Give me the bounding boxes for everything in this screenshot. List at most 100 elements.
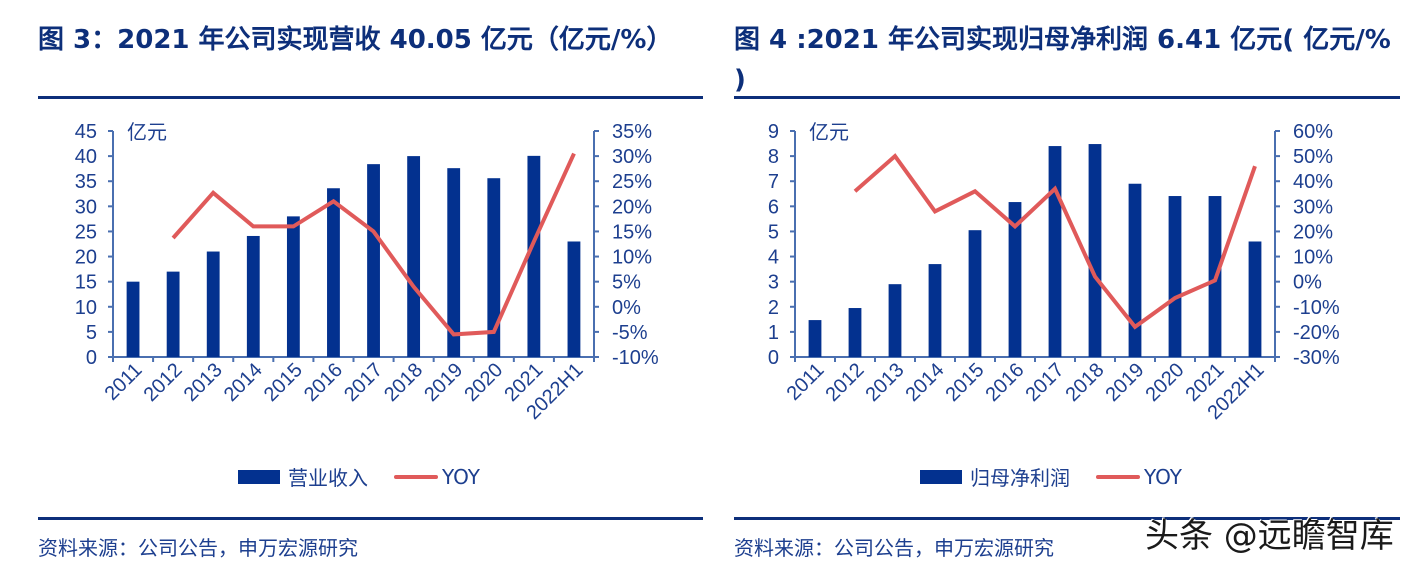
- y2-tick-label: -5%: [612, 322, 648, 344]
- x-tick-label: 2017: [1022, 359, 1069, 406]
- source-rule: [38, 517, 703, 520]
- y2-tick-label: 60%: [1293, 121, 1333, 143]
- x-tick-label: 2013: [862, 359, 909, 406]
- y2-tick-label: 5%: [612, 272, 641, 294]
- bar-2021: [527, 155, 541, 357]
- y-tick-label: 45: [75, 121, 97, 143]
- bar-2011: [126, 281, 140, 357]
- y2-tick-label: 30%: [1293, 196, 1333, 218]
- bar-2015: [286, 216, 300, 357]
- y2-tick-label: 10%: [1293, 247, 1333, 269]
- y-tick-label: 30: [75, 196, 97, 218]
- y2-tick-label: 10%: [612, 247, 652, 269]
- x-tick-label: 2019: [1102, 359, 1149, 406]
- legend-bar-swatch: [920, 469, 962, 484]
- watermark: 头条 @远瞻智库: [1145, 516, 1394, 556]
- y-tick-label: 4: [768, 247, 779, 269]
- y-tick-label: 1: [768, 322, 779, 344]
- bar-2014: [928, 264, 942, 357]
- legend-bar-label: 归母净利润: [970, 466, 1070, 490]
- y2-tick-label: -30%: [1293, 347, 1340, 369]
- bar-2012: [848, 308, 862, 357]
- y2-tick-label: -10%: [1293, 297, 1340, 319]
- figure-3-panel: 图 3：2021 年公司实现营收 40.05 亿元（亿元/%） 0 5 10 15 20…: [38, 25, 703, 560]
- bar-2016: [1008, 202, 1022, 357]
- y-tick-label: 0: [86, 347, 97, 369]
- x-tick-label: 2015: [942, 359, 989, 406]
- net-profit-chart: 0 1 2 3 4 5 6 7 8 9 -30% -20% -10% 0% 10% 20% 30% 40% 50% 6…: [768, 120, 1340, 424]
- y-tick-label: 20: [75, 247, 97, 269]
- bar-2014: [246, 235, 260, 357]
- x-tick-label: 2012: [140, 359, 187, 406]
- y-tick-label: 6: [768, 196, 779, 218]
- bar-2017: [367, 164, 380, 357]
- chart-legend: 营业收入 YOY: [238, 462, 480, 491]
- y-tick-label: 5: [86, 322, 97, 344]
- source-rule: [734, 517, 1400, 520]
- x-tick-label: 2012: [822, 359, 869, 406]
- bar-2018: [407, 156, 421, 357]
- y2-tick-label: 0%: [612, 297, 641, 319]
- bar-2022H1: [1248, 241, 1262, 357]
- legend-line-label: YOY: [1144, 464, 1182, 489]
- y-tick-label: 3: [768, 272, 779, 294]
- y-tick-label: 9: [768, 121, 779, 143]
- y2-tick-label: 20%: [1293, 221, 1333, 243]
- x-tick-label: 2016: [982, 359, 1029, 406]
- x-tick-label: 2011: [783, 359, 829, 405]
- figure-4-title: 图 4 :2021 年公司实现归母净利润 6.41 亿元( 亿元/% ): [734, 25, 1391, 95]
- bar-2015: [968, 230, 982, 357]
- bar-2020: [487, 178, 501, 357]
- y2-tick-label: 0%: [1293, 272, 1322, 294]
- revenue-chart: 0 5 10 15 20 25 30 35 40 45 -10% -5% 0% 5% 10% 15% 20% 25…: [75, 120, 659, 424]
- title-rule: [734, 96, 1400, 99]
- y-axis-unit-label: 亿元: [127, 120, 167, 144]
- x-tick-label: 2019: [420, 359, 467, 406]
- y-tick-label: 2: [768, 297, 779, 319]
- y-tick-label: 8: [768, 146, 779, 168]
- y2-tick-label: 35%: [612, 121, 652, 143]
- y2-tick-label: 30%: [612, 146, 652, 168]
- source-note: 资料来源：公司公告，申万宏源研究: [38, 536, 358, 560]
- y2-tick-label: 40%: [1293, 171, 1333, 193]
- x-tick-label: 2011: [101, 359, 147, 405]
- legend-line-swatch: [1096, 474, 1140, 479]
- legend-bar-swatch: [238, 469, 280, 484]
- y2-tick-label: 25%: [612, 171, 652, 193]
- y2-tick-label: 15%: [612, 221, 652, 243]
- bar-2019: [447, 168, 461, 357]
- x-tick-label: 2018: [380, 359, 427, 406]
- y2-tick-label: 20%: [612, 196, 652, 218]
- y-tick-label: 15: [75, 272, 97, 294]
- x-tick-label: 2013: [180, 359, 227, 406]
- y2-tick-label: 50%: [1293, 146, 1333, 168]
- legend-line-label: YOY: [442, 464, 480, 489]
- title-rule: [38, 96, 703, 99]
- x-tick-label: 2016: [300, 359, 347, 406]
- x-tick-label: 2018: [1062, 359, 1109, 406]
- figure-3-title: 图 3：2021 年公司实现营收 40.05 亿元（亿元/%）: [38, 25, 673, 55]
- y-axis-unit-label: 亿元: [809, 120, 849, 144]
- bar-2018: [1088, 144, 1102, 357]
- y-tick-label: 25: [75, 221, 97, 243]
- bar-2017: [1048, 146, 1062, 357]
- bar-2016: [327, 188, 340, 357]
- y-tick-label: 5: [768, 221, 779, 243]
- legend-bar-label: 营业收入: [288, 466, 368, 490]
- source-note: 资料来源：公司公告，申万宏源研究: [734, 536, 1054, 560]
- x-tick-label: 2017: [340, 359, 387, 406]
- x-tick-label: 2014: [902, 359, 949, 406]
- bar-2013: [888, 284, 902, 357]
- y-tick-label: 0: [768, 347, 779, 369]
- y-tick-label: 7: [768, 171, 779, 193]
- y-tick-label: 35: [75, 171, 97, 193]
- bar-2022H1: [567, 241, 581, 357]
- bar-2013: [206, 251, 220, 357]
- x-tick-label: 2020: [1142, 359, 1189, 406]
- y2-tick-label: -10%: [612, 347, 659, 369]
- bar-2011: [808, 320, 822, 357]
- bar-2012: [166, 271, 180, 357]
- x-tick-label: 2015: [260, 359, 307, 406]
- y-tick-label: 10: [75, 297, 97, 319]
